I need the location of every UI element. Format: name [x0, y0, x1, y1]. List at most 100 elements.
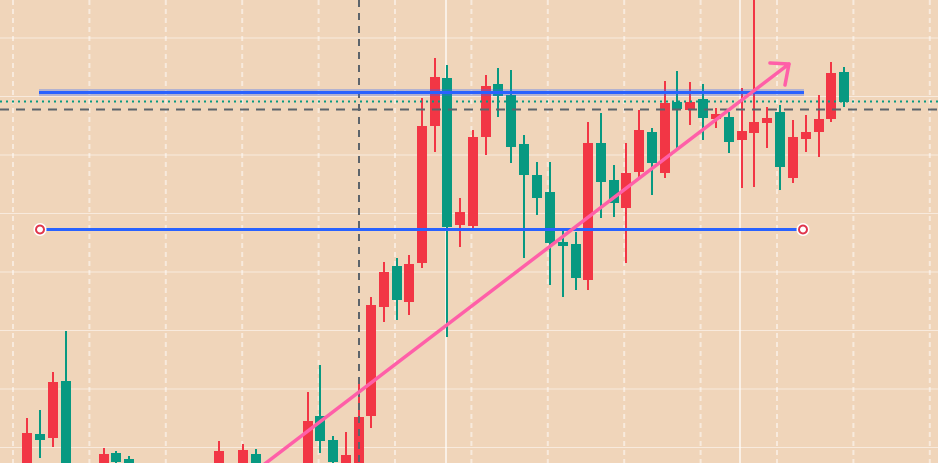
candle-up	[442, 65, 452, 337]
candle-body	[749, 122, 759, 133]
candle-body	[366, 305, 376, 416]
candle-down	[788, 120, 798, 183]
candle-body	[634, 130, 644, 172]
candle-down	[238, 444, 248, 463]
candle-body	[111, 453, 121, 462]
candle-body	[672, 102, 682, 109]
candle-body	[35, 434, 45, 440]
candle-body	[647, 132, 657, 163]
candle-body	[315, 416, 325, 441]
candle-body	[48, 382, 58, 438]
candle-body	[404, 264, 414, 302]
candle-down	[417, 98, 427, 268]
user-drawings	[33, 61, 810, 463]
candle-up	[532, 162, 542, 215]
candle-down	[737, 88, 747, 188]
candle-down	[366, 297, 376, 428]
candle-up	[545, 162, 555, 285]
candle-body	[698, 99, 708, 118]
candle-body	[724, 117, 734, 142]
candle-body	[417, 126, 427, 263]
candle-down	[814, 95, 824, 157]
candle-body	[519, 144, 529, 175]
candle-body	[762, 118, 772, 123]
candle-body	[493, 84, 503, 96]
candle-body	[788, 137, 798, 178]
trend-arrow-head	[768, 61, 791, 87]
candle-up	[558, 230, 568, 297]
candle-body	[558, 242, 568, 246]
candle-body	[775, 112, 785, 167]
candle-up	[35, 410, 45, 458]
candle-body	[532, 175, 542, 198]
candle-body	[303, 421, 313, 463]
candle-down	[99, 448, 109, 463]
handle-ring	[35, 224, 45, 235]
candle-down	[48, 372, 58, 447]
candle-down	[762, 107, 772, 148]
candle-body	[571, 244, 581, 278]
candle-body	[354, 417, 364, 463]
candle-body	[61, 381, 71, 463]
candle-body	[481, 86, 491, 137]
candle-body	[251, 454, 261, 463]
candle-up	[392, 258, 402, 320]
candle-up	[251, 449, 261, 463]
candle-down	[583, 122, 593, 290]
candle-body	[430, 77, 440, 126]
candle-body	[711, 114, 721, 119]
candle-up	[596, 113, 606, 218]
candle-body	[839, 72, 849, 102]
candle-body	[442, 78, 452, 227]
candle-down	[214, 441, 224, 463]
candle-down	[430, 58, 440, 152]
candle-down	[685, 82, 695, 125]
candle-body	[328, 440, 338, 462]
candle-up	[609, 165, 619, 217]
candle-down	[660, 81, 670, 178]
candle-up	[724, 112, 734, 153]
candle-body	[801, 132, 811, 139]
candle-body	[685, 102, 695, 110]
candle-body	[392, 266, 402, 300]
candle-body	[379, 272, 389, 307]
handle-ring	[798, 224, 808, 235]
candle-body	[660, 103, 670, 173]
candle-body	[596, 143, 606, 182]
candle-body	[737, 131, 747, 140]
candle-down	[404, 255, 414, 315]
candle-up	[328, 436, 338, 463]
candle-body	[506, 95, 516, 147]
drawing-anchor-handle[interactable]	[33, 223, 47, 236]
candle-body	[341, 455, 351, 463]
trend-arrow-drawing[interactable]	[262, 62, 791, 463]
candle-up	[111, 451, 121, 463]
candle-down	[634, 110, 644, 178]
candle-up	[647, 128, 657, 195]
candle-body	[99, 454, 109, 463]
candle-down	[455, 198, 465, 247]
candle-body	[22, 433, 32, 463]
candle-body	[545, 192, 555, 243]
candle-up	[839, 67, 849, 107]
candles-series	[22, 0, 849, 463]
candle-up	[315, 365, 325, 453]
candle-up	[571, 232, 581, 290]
candle-body	[826, 73, 836, 119]
candle-body	[214, 451, 224, 463]
candle-up	[506, 70, 516, 163]
candle-down	[481, 75, 491, 155]
candle-body	[468, 137, 478, 226]
candle-body	[124, 459, 134, 463]
candle-down	[621, 143, 631, 263]
candle-up	[61, 331, 71, 463]
drawing-anchor-handle[interactable]	[796, 223, 810, 236]
candle-down	[341, 432, 351, 463]
candle-body	[609, 180, 619, 203]
candle-down	[22, 418, 32, 463]
candle-body	[814, 119, 824, 132]
candle-down	[379, 262, 389, 322]
